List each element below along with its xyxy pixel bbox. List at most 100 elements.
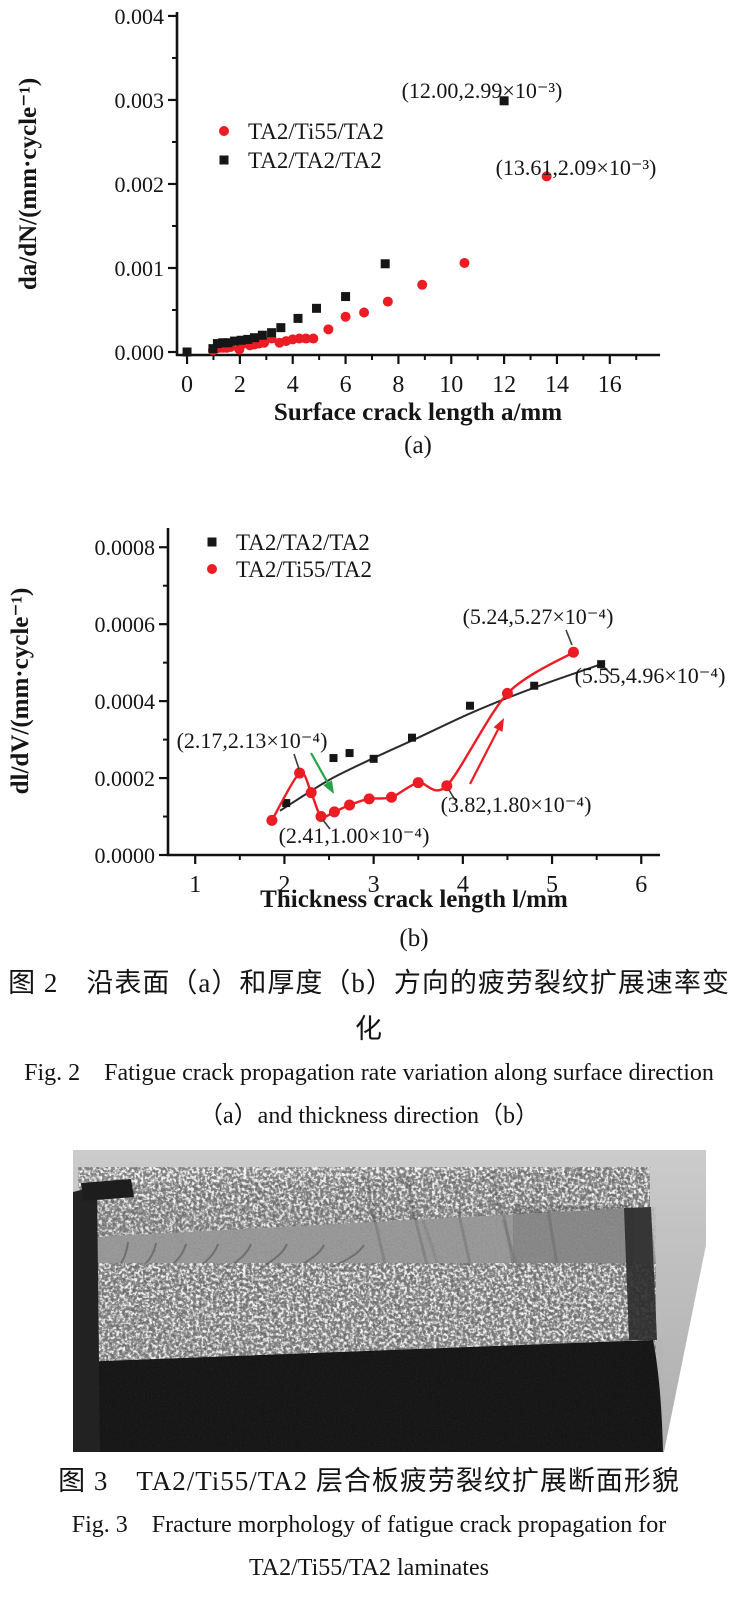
annotation-label: (3.82,1.80×10⁻⁴): [441, 792, 592, 817]
x-tick-label: 0: [181, 372, 193, 398]
data-point-circle: [567, 646, 579, 658]
y-axis-title: da/dN/(mm·cycle⁻¹): [15, 78, 42, 290]
data-point-square: [597, 660, 606, 669]
legend-label: TA2/Ti55/TA2: [236, 557, 372, 582]
x-tick-label: 2: [234, 372, 246, 398]
data-point-circle: [328, 806, 340, 818]
data-point-square: [257, 330, 267, 340]
y-tick-label: 0.001: [115, 256, 165, 281]
data-point-square: [243, 334, 253, 344]
annotation-leader: [565, 629, 573, 646]
figure2-caption-en-line2: （a）and thickness direction（b）: [199, 1103, 539, 1129]
data-point-circle: [344, 799, 356, 811]
figure3-caption-zh: 图 3 TA2/Ti55/TA2 层合板疲劳裂纹扩展断面形貌: [58, 1466, 680, 1496]
data-point-circle: [315, 811, 327, 823]
data-point-square: [218, 338, 228, 348]
data-point-circle: [305, 787, 317, 799]
x-tick-label: 8: [392, 372, 404, 398]
data-point-square: [380, 259, 390, 269]
annotation-leader: [603, 666, 613, 676]
legend-label: TA2/TA2/TA2: [236, 530, 370, 555]
x-tick-label: 6: [635, 872, 647, 898]
data-point-square: [329, 754, 338, 763]
data-point-square: [267, 328, 277, 338]
x-tick-label: 1: [189, 872, 201, 898]
y-axis-title: dl/dV/(mm·cycle⁻¹): [7, 588, 34, 795]
figure2-caption-zh: 图 2 沿表面（a）和厚度（b）方向的疲劳裂纹扩展速率变化: [8, 968, 730, 1044]
x-tick-label: 4: [457, 872, 469, 898]
figure2-caption-en-line1: Fig. 2 Fatigue crack propagation rate va…: [24, 1060, 714, 1086]
data-point-circle: [340, 311, 351, 322]
data-point-circle: [501, 687, 513, 699]
annotation-arrowhead: [323, 780, 334, 794]
x-tick-label: 5: [546, 872, 558, 898]
data-point-circle: [294, 767, 306, 779]
legend-label: TA2/Ti55/TA2: [248, 119, 384, 144]
data-point-square: [341, 292, 351, 302]
y-tick-label: 0.0002: [95, 766, 156, 791]
x-tick-label: 3: [368, 872, 380, 898]
x-tick-label: 12: [492, 372, 516, 398]
data-point-circle: [385, 791, 397, 803]
data-point-circle: [412, 777, 424, 789]
data-point-circle: [459, 257, 470, 268]
x-axis-title: Thickness crack length l/mm: [260, 886, 568, 913]
figure3-caption-en-line2: TA2/Ti55/TA2 laminates: [249, 1555, 489, 1581]
figure2-caption: 图 2 沿表面（a）和厚度（b）方向的疲劳裂纹扩展速率变化 Fig. 2 Fat…: [0, 960, 738, 1138]
x-tick-label: 14: [545, 372, 569, 398]
data-point-square: [230, 336, 240, 346]
data-point-square: [465, 701, 474, 710]
y-tick-label: 0.0008: [95, 535, 156, 560]
subfigure-label: (a): [404, 432, 432, 458]
data-point-square: [293, 313, 303, 323]
x-tick-label: 6: [340, 372, 352, 398]
photo-right-edge-wedge: [624, 1207, 657, 1340]
data-point-circle: [359, 307, 370, 318]
y-tick-label: 0.003: [115, 88, 165, 113]
data-point-circle: [266, 814, 278, 826]
data-point-circle: [300, 333, 311, 344]
annotation-arrow: [469, 729, 500, 785]
data-point-square: [530, 681, 539, 690]
data-point-square: [499, 96, 509, 106]
annotation-label: (5.55,4.96×10⁻⁴): [575, 663, 726, 688]
data-point-circle: [363, 793, 375, 805]
data-point-square: [223, 338, 233, 348]
legend-marker-circle: [207, 564, 217, 574]
y-tick-label: 0.004: [115, 4, 165, 29]
data-point-circle: [417, 279, 428, 290]
annotation-label: (5.24,5.27×10⁻⁴): [463, 604, 614, 629]
subfigure-label: (b): [399, 925, 428, 952]
annotation-label: (12.00,2.99×10⁻³): [402, 78, 563, 103]
data-point-circle: [541, 171, 552, 182]
photo-topleft-notch: [81, 1179, 134, 1201]
y-tick-label: 0.000: [115, 340, 165, 365]
x-tick-label: 16: [598, 372, 622, 398]
y-tick-label: 0.002: [115, 172, 165, 197]
legend-marker-square: [219, 155, 229, 165]
photo-top-ta2-band: [78, 1167, 650, 1238]
data-point-square: [312, 303, 322, 313]
annotation-leader: [293, 753, 300, 770]
legend-marker-square: [207, 537, 217, 547]
legend-label: TA2/TA2/TA2: [248, 148, 382, 173]
legend-marker-circle: [219, 126, 229, 136]
data-point-circle: [441, 780, 453, 792]
x-tick-label: 2: [278, 872, 290, 898]
data-point-square: [208, 344, 218, 354]
y-tick-label: 0.0000: [95, 843, 156, 868]
annotation-arrow: [310, 752, 329, 784]
photo-left-edge: [73, 1186, 100, 1452]
chart-a-surface-crack-rate: 0 2 4 6 8 10 12 14 16 0.000 0.001 0.002 0.003 0.004 (1…: [15, 4, 660, 458]
x-tick-label: 4: [287, 372, 299, 398]
data-point-square: [212, 339, 222, 349]
data-point-square: [276, 323, 286, 333]
fracture-photo: [73, 1150, 706, 1452]
annotation-leader: [448, 789, 456, 801]
x-axis-title: Surface crack length a/mm: [274, 399, 562, 426]
photo-bottom-ta2-band: [78, 1263, 656, 1362]
data-point-square: [345, 749, 354, 758]
data-point-square: [407, 733, 416, 742]
y-tick-label: 0.0006: [95, 612, 156, 637]
